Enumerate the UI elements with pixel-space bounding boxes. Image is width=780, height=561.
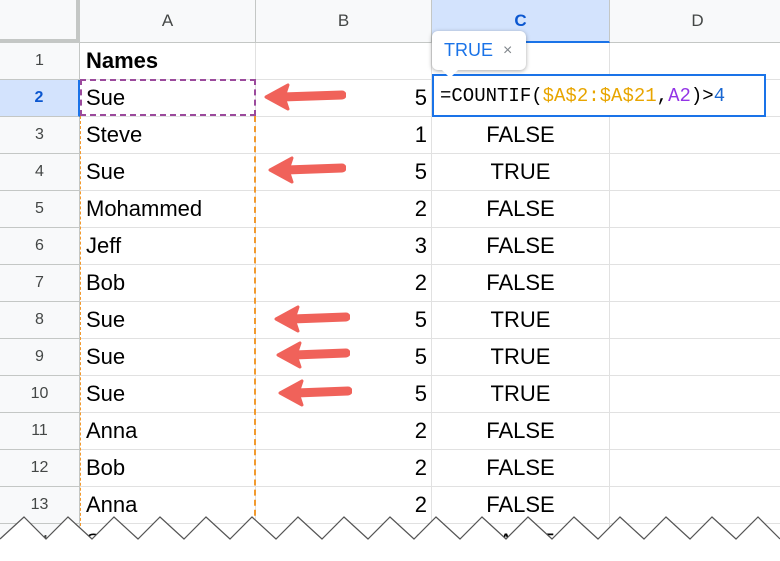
cell-a5[interactable]: Mohammed xyxy=(80,191,256,228)
row-header-11[interactable]: 11 xyxy=(0,413,80,450)
formula-range-ref: $A$2:$A$21 xyxy=(542,84,657,107)
row-header-7[interactable]: 7 xyxy=(0,265,80,302)
cell-d8[interactable] xyxy=(610,302,780,339)
cell-d9[interactable] xyxy=(610,339,780,376)
cell-d4[interactable] xyxy=(610,154,780,191)
cell-a4[interactable]: Sue xyxy=(80,154,256,191)
row-header-8[interactable]: 8 xyxy=(0,302,80,339)
row-header-2[interactable]: 2 xyxy=(0,80,80,117)
column-header-d[interactable]: D xyxy=(610,0,780,43)
cell-d11[interactable] xyxy=(610,413,780,450)
cell-a8[interactable]: Sue xyxy=(80,302,256,339)
formula-threshold: 4 xyxy=(713,84,726,107)
row-header-3[interactable]: 3 xyxy=(0,117,80,154)
torn-edge-decoration xyxy=(0,516,780,561)
range-outline-left xyxy=(80,116,81,536)
cell-c9[interactable]: TRUE xyxy=(432,339,610,376)
cell-c3[interactable]: FALSE xyxy=(432,117,610,154)
cell-d13[interactable] xyxy=(610,487,780,524)
tooltip-tail xyxy=(442,70,458,78)
formula-separator: , xyxy=(656,84,669,107)
cell-c8[interactable]: TRUE xyxy=(432,302,610,339)
row-header-9[interactable]: 9 xyxy=(0,339,80,376)
formula-operator: )> xyxy=(690,84,714,107)
column-header-a[interactable]: A xyxy=(80,0,256,43)
cell-d5[interactable] xyxy=(610,191,780,228)
cell-a11[interactable]: Anna xyxy=(80,413,256,450)
cell-a6[interactable]: Jeff xyxy=(80,228,256,265)
cell-c6[interactable]: FALSE xyxy=(432,228,610,265)
column-header-b[interactable]: B xyxy=(256,0,432,43)
close-icon[interactable]: × xyxy=(503,41,513,59)
tooltip-value: TRUE xyxy=(444,40,493,60)
row-header-1[interactable]: 1 xyxy=(0,43,80,80)
formula-cell-editor[interactable]: =COUNTIF($A$2:$A$21, A2)> 4 xyxy=(432,74,766,117)
cell-c4[interactable]: TRUE xyxy=(432,154,610,191)
cell-b11[interactable]: 2 xyxy=(256,413,432,450)
copied-cell-outline xyxy=(80,79,256,116)
cell-d7[interactable] xyxy=(610,265,780,302)
cell-b2[interactable]: 5 xyxy=(256,80,432,117)
left-arrow-icon xyxy=(278,379,352,407)
cell-d12[interactable] xyxy=(610,450,780,487)
cell-c5[interactable]: FALSE xyxy=(432,191,610,228)
cell-c10[interactable]: TRUE xyxy=(432,376,610,413)
row-header-10[interactable]: 10 xyxy=(0,376,80,413)
left-arrow-icon xyxy=(274,305,350,333)
cell-d3[interactable] xyxy=(610,117,780,154)
cell-b12[interactable]: 2 xyxy=(256,450,432,487)
cell-b5[interactable]: 2 xyxy=(256,191,432,228)
cell-c7[interactable]: FALSE xyxy=(432,265,610,302)
cell-d6[interactable] xyxy=(610,228,780,265)
select-all-corner[interactable] xyxy=(0,0,80,43)
cell-b8[interactable]: 5 xyxy=(256,302,432,339)
cell-b3[interactable]: 1 xyxy=(256,117,432,154)
formula-cell-ref: A2 xyxy=(668,84,691,107)
row-header-6[interactable]: 6 xyxy=(0,228,80,265)
cell-d10[interactable] xyxy=(610,376,780,413)
range-outline-right xyxy=(254,116,256,536)
cell-c11[interactable]: FALSE xyxy=(432,413,610,450)
cell-a9[interactable]: Sue xyxy=(80,339,256,376)
formula-result-tooltip: TRUE × xyxy=(432,31,526,78)
cell-a3[interactable]: Steve xyxy=(80,117,256,154)
cell-a1[interactable]: Names xyxy=(80,43,256,80)
cell-b4[interactable]: 5 xyxy=(256,154,432,191)
cell-c12[interactable]: FALSE xyxy=(432,450,610,487)
cell-b9[interactable]: 5 xyxy=(256,339,432,376)
row-header-12[interactable]: 12 xyxy=(0,450,80,487)
cell-b1[interactable] xyxy=(256,43,432,80)
left-arrow-icon xyxy=(268,156,346,184)
cell-b10[interactable]: 5 xyxy=(256,376,432,413)
row-header-4[interactable]: 4 xyxy=(0,154,80,191)
cell-b6[interactable]: 3 xyxy=(256,228,432,265)
cell-a2[interactable]: Sue xyxy=(80,80,256,117)
cell-a12[interactable]: Bob xyxy=(80,450,256,487)
left-arrow-icon xyxy=(264,83,346,111)
row-header-5[interactable]: 5 xyxy=(0,191,80,228)
left-arrow-icon xyxy=(276,341,350,369)
formula-function: =COUNTIF( xyxy=(440,84,543,107)
cell-a10[interactable]: Sue xyxy=(80,376,256,413)
cell-a7[interactable]: Bob xyxy=(80,265,256,302)
cell-b7[interactable]: 2 xyxy=(256,265,432,302)
